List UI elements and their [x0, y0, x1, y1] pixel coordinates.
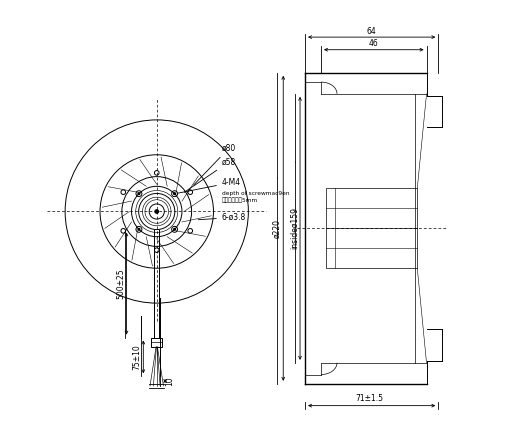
Circle shape — [174, 193, 175, 195]
Text: 500±25: 500±25 — [116, 268, 125, 299]
Circle shape — [138, 193, 140, 195]
Text: 4-M4: 4-M4 — [177, 178, 241, 193]
Text: 75±10: 75±10 — [132, 344, 141, 370]
Text: 6-ø3.8: 6-ø3.8 — [198, 213, 246, 222]
Text: ø80: ø80 — [194, 143, 236, 185]
Text: 螺紋深度大于5mm: 螺紋深度大于5mm — [222, 197, 258, 203]
Text: 10: 10 — [165, 376, 174, 386]
Circle shape — [174, 228, 175, 230]
Circle shape — [138, 228, 140, 230]
Text: ø220: ø220 — [273, 219, 282, 238]
Bar — [326, 188, 417, 268]
Circle shape — [155, 210, 158, 213]
Text: depth of screwmac9en: depth of screwmac9en — [222, 190, 289, 195]
Bar — [151, 338, 162, 347]
Text: 64: 64 — [367, 27, 377, 36]
Text: 71±1.5: 71±1.5 — [356, 393, 384, 403]
Text: 46: 46 — [369, 39, 379, 48]
Text: ø58: ø58 — [184, 157, 236, 192]
Text: insideø159: insideø159 — [290, 207, 298, 249]
